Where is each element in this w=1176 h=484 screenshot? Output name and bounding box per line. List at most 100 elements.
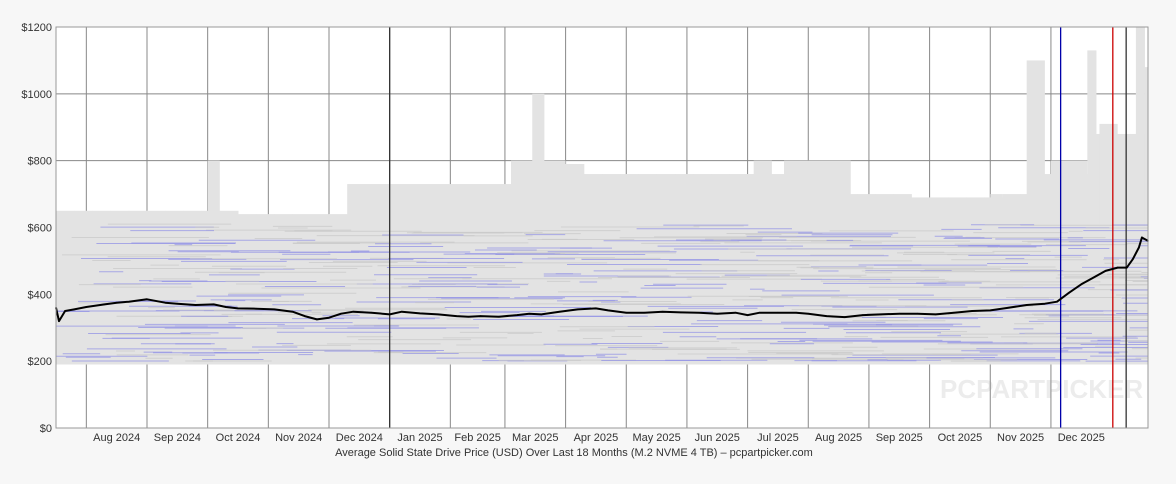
price-spike [990,194,1003,228]
data-point [1025,304,1028,306]
data-point [128,300,130,303]
data-point [746,314,749,316]
x-tick-label: Jul 2025 [757,432,799,444]
data-point [316,318,318,321]
data-point [388,313,391,316]
x-tick-label: Dec 2024 [336,432,383,444]
price-spike [1099,123,1118,228]
data-point [777,311,779,314]
data-point [103,303,106,306]
price-range-band [1020,194,1040,365]
data-point [273,308,276,311]
data-point [1141,236,1143,239]
data-point [516,314,518,316]
data-point [528,312,530,315]
y-tick-label: $800 [28,156,52,168]
price-range-band [183,210,203,365]
data-point [680,311,682,314]
x-tick-label: May 2025 [632,432,680,444]
data-point [479,315,482,317]
data-point [225,306,227,308]
y-tick-label: $1000 [21,89,52,101]
x-tick-label: Aug 2025 [815,432,862,444]
price-spike [784,160,851,228]
average-price-line [55,236,1149,323]
data-point [540,313,543,316]
price-range-band [711,174,730,365]
price-range-band [74,210,93,365]
price-range-band [92,210,112,365]
price-range-band [256,214,275,365]
data-point [576,308,579,311]
x-tick-label: Dec 2025 [1058,432,1105,444]
data-point [340,312,342,315]
price-range-band [602,174,621,365]
data-point [734,311,737,314]
data-point [455,315,458,317]
data-point [1138,246,1140,249]
price-spike [1135,27,1145,228]
x-tick-label: Sep 2025 [876,432,923,444]
x-tick-label: Aug 2024 [93,432,140,444]
price-range-band [201,210,221,365]
price-range-band [693,174,712,365]
data-point [862,314,864,316]
price-spike [1050,160,1088,228]
price-range-band [110,210,130,365]
x-tick-label: Apr 2025 [574,432,619,444]
price-spike [1087,50,1097,228]
data-point [1080,283,1083,286]
price-spike [1026,60,1045,228]
x-tick-label: Sep 2024 [154,432,201,444]
y-tick-label: $0 [40,423,52,435]
data-point [328,316,330,319]
data-point [352,310,355,313]
y-tick-label: $600 [28,223,52,235]
price-range-band [310,214,330,365]
y-tick-label: $200 [28,356,52,368]
price-range-band [329,214,348,365]
data-point [843,316,846,318]
data-point [255,307,257,310]
price-range-band [56,210,75,365]
y-tick-label: $400 [28,289,52,301]
price-range-band [729,174,749,365]
data-point [164,301,166,304]
data-point [467,315,470,318]
data-point [971,310,973,312]
data-point [1056,300,1058,303]
x-axis-ticks: Aug 2024 Sep 2024 Oct 2024 Nov 2024 Dec 2024… [93,432,1105,444]
data-point [1116,266,1119,269]
data-point [607,309,609,312]
data-point [643,311,646,314]
x-tick-label: Oct 2025 [938,432,983,444]
price-spike [207,160,220,228]
price-spike [753,160,772,228]
data-point [795,311,797,314]
pcpartpicker-watermark: PCPARTPICKER [940,374,1143,404]
data-point [989,309,992,312]
data-point [934,313,937,316]
x-tick-label: Oct 2024 [216,432,261,444]
price-range-band [674,174,694,365]
data-point [953,311,955,314]
data-point [401,310,403,313]
data-point [758,311,761,314]
chart-caption: Average Solid State Drive Price (USD) Ov… [335,447,813,459]
price-range-band [1002,194,1022,365]
reference-lines [389,27,1127,428]
data-point [237,307,239,310]
data-point [1007,306,1010,309]
x-tick-label: Feb 2025 [454,432,500,444]
data-point [880,313,882,316]
data-point [898,312,901,315]
data-point [212,303,215,306]
price-range-band [165,210,184,365]
data-point [194,304,197,306]
data-point [115,301,118,304]
y-tick-label: $1200 [21,22,52,34]
data-point [661,310,664,313]
price-range-band [583,174,603,365]
